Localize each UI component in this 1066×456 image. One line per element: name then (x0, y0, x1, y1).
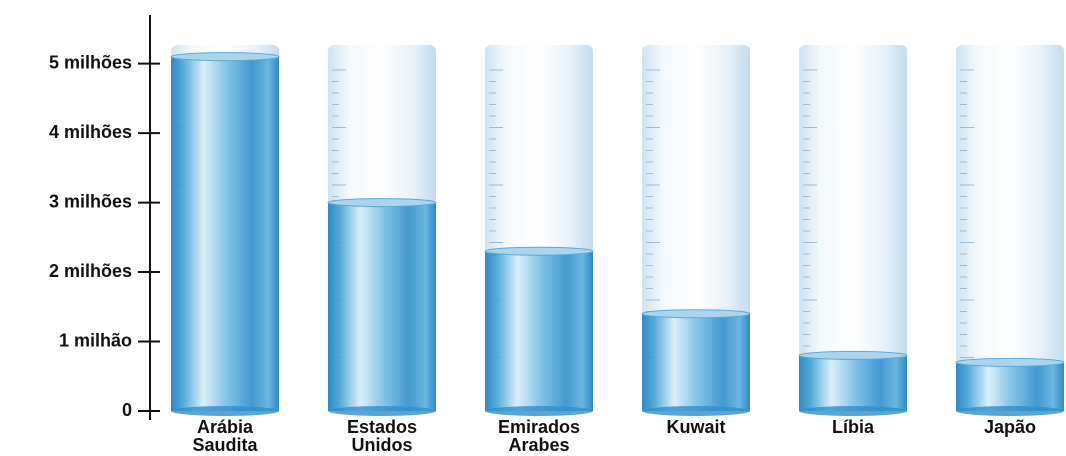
x-tick-label: Kuwait (666, 417, 725, 437)
y-tick-label: 0 (122, 400, 132, 420)
bar (328, 203, 436, 411)
page: 0 1 milhão 2 milhões 3 milhões 4 milhões 5 mi… (0, 0, 1066, 456)
y-tick-label: 4 milhões (49, 122, 132, 142)
tube-bottom (799, 406, 907, 416)
tube-bottom (485, 406, 593, 416)
bar (642, 314, 750, 411)
tube-bottom (171, 406, 279, 416)
liquid-surface (485, 247, 593, 255)
bar (799, 355, 907, 411)
liquid-surface (171, 53, 279, 61)
tube-bottom (956, 406, 1064, 416)
y-tick-label: 2 milhões (49, 261, 132, 281)
tube (956, 45, 1064, 411)
y-tick-label: 1 milhão (59, 330, 132, 350)
chart: 0 1 milhão 2 milhões 3 milhões 4 milhões 5 mi… (0, 0, 1066, 456)
x-tick-label: Japão (984, 417, 1036, 437)
liquid-surface (799, 351, 907, 359)
tube-bottom (642, 406, 750, 416)
y-tick-label: 5 milhões (49, 52, 132, 72)
bar (956, 362, 1064, 411)
liquid-surface (642, 310, 750, 318)
x-tick-label: Líbia (832, 417, 875, 437)
tube-bottom (328, 406, 436, 416)
bar (171, 57, 279, 411)
y-tick-label: 3 milhões (49, 191, 132, 211)
liquid-surface (328, 199, 436, 207)
bar (485, 251, 593, 411)
liquid-surface (956, 358, 1064, 366)
